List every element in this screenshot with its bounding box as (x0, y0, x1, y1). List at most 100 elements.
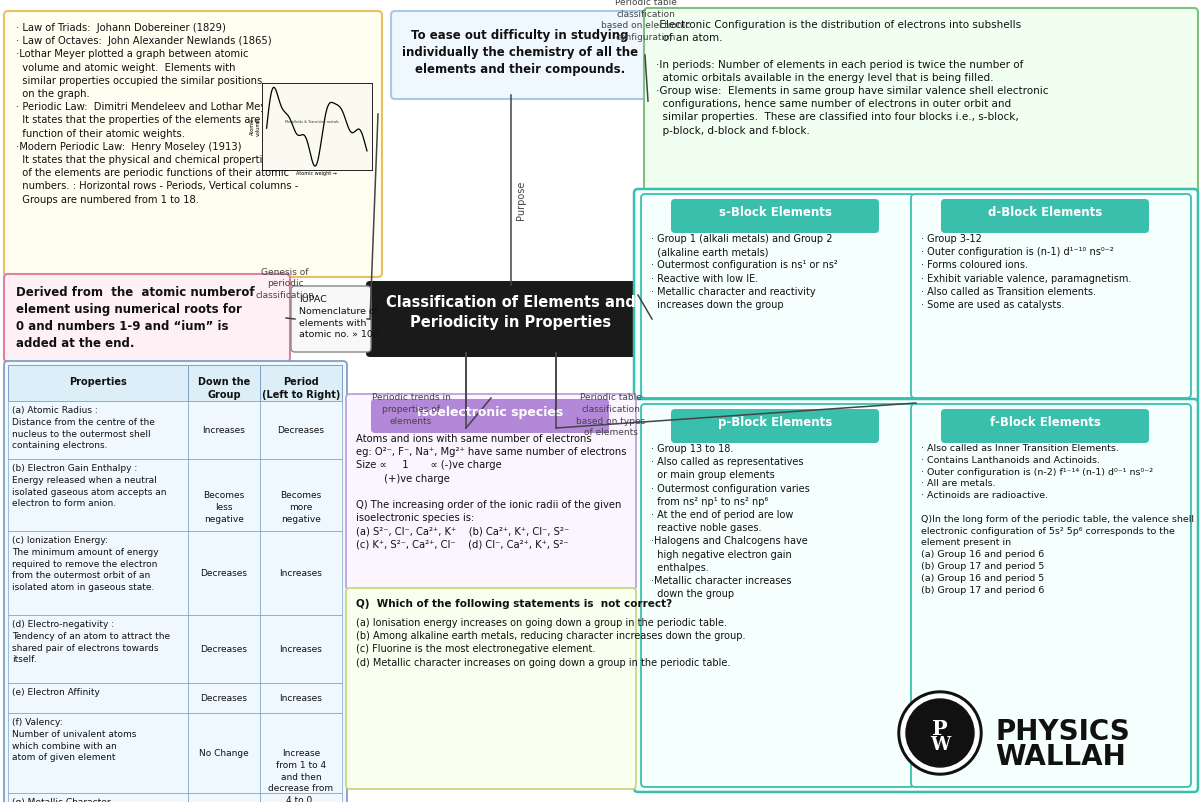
Bar (260, 401, 342, 459)
Text: Q)  Which of the following statements is  not correct?: Q) Which of the following statements is … (356, 599, 672, 609)
FancyBboxPatch shape (671, 199, 878, 233)
Text: Periodic table
classification
based on electronic
configuration: Periodic table classification based on e… (601, 0, 690, 43)
Bar (188, 615, 260, 683)
FancyBboxPatch shape (941, 199, 1150, 233)
Text: Increase
from 1 to 4
and then
decrease from
4 to 0.: Increase from 1 to 4 and then decrease f… (269, 749, 334, 802)
Text: Periodic trends in
properties of
elements: Periodic trends in properties of element… (372, 393, 450, 426)
Text: P: P (932, 719, 948, 739)
FancyBboxPatch shape (371, 399, 610, 433)
Bar (188, 713, 260, 793)
Bar (188, 683, 260, 713)
FancyBboxPatch shape (634, 189, 1198, 402)
Bar (188, 365, 260, 401)
FancyBboxPatch shape (346, 588, 636, 789)
Bar (188, 793, 260, 802)
FancyBboxPatch shape (366, 281, 656, 357)
X-axis label: Atomic weight →: Atomic weight → (296, 171, 337, 176)
Bar (8, 713, 188, 793)
Text: PHYSICS: PHYSICS (995, 718, 1129, 746)
FancyBboxPatch shape (641, 404, 914, 787)
Bar (8, 401, 188, 459)
Text: Purpose: Purpose (516, 180, 526, 220)
Text: · Group 13 to 18.
· Also called as representatives
  or main group elements
· Ou: · Group 13 to 18. · Also called as repre… (650, 444, 810, 599)
Text: Becomes
less
negative: Becomes less negative (203, 491, 245, 524)
FancyBboxPatch shape (634, 399, 1198, 792)
Text: · Law of Triads:  Johann Dobereiner (1829)
· Law of Octaves:  John Alexander New: · Law of Triads: Johann Dobereiner (1829… (16, 23, 304, 205)
Bar (8, 531, 188, 615)
Text: Period
(Left to Right): Period (Left to Right) (262, 377, 340, 400)
Text: f-Block Elements: f-Block Elements (990, 416, 1100, 429)
FancyBboxPatch shape (671, 409, 878, 443)
Text: (d) Electro-negativity :
Tendency of an atom to attract the
shared pair of elect: (d) Electro-negativity : Tendency of an … (12, 620, 170, 664)
FancyBboxPatch shape (4, 274, 290, 362)
Text: Decreases: Decreases (200, 694, 247, 703)
Y-axis label: Atomic
volume: Atomic volume (250, 118, 260, 136)
FancyBboxPatch shape (911, 404, 1190, 787)
Text: (a) Atomic Radius :
Distance from the centre of the
nucleus to the outermost she: (a) Atomic Radius : Distance from the ce… (12, 406, 155, 451)
Bar (260, 793, 342, 802)
Text: Increases: Increases (280, 694, 323, 703)
Text: Increases: Increases (280, 645, 323, 654)
Text: (c) Ionization Energy:
The minimum amount of energy
required to remove the elect: (c) Ionization Energy: The minimum amoun… (12, 536, 158, 592)
Text: Atoms and ions with same number of electrons
eg: O²⁻, F⁻, Na⁺, Mg²⁺ have same nu: Atoms and ions with same number of elect… (356, 434, 626, 549)
Bar (8, 683, 188, 713)
Bar (260, 683, 342, 713)
Text: (b) Electron Gain Enthalpy :
Energy released when a neutral
isolated gaseous ato: (b) Electron Gain Enthalpy : Energy rele… (12, 464, 167, 508)
Bar (188, 459, 260, 531)
Text: W: W (930, 736, 950, 754)
FancyBboxPatch shape (391, 11, 649, 99)
FancyBboxPatch shape (4, 11, 382, 277)
Bar (8, 615, 188, 683)
Text: Metalloids & Transition metals: Metalloids & Transition metals (284, 119, 338, 124)
FancyBboxPatch shape (911, 194, 1190, 398)
Bar (8, 793, 188, 802)
Text: IUPAC
Nomenclature of
elements with
atomic no. » 100: IUPAC Nomenclature of elements with atom… (299, 295, 379, 339)
Bar (260, 459, 342, 531)
Text: Genesis of
periodic
classification: Genesis of periodic classification (256, 268, 314, 300)
Bar (188, 401, 260, 459)
Text: No Change: No Change (199, 749, 248, 758)
Text: Derived from  the  atomic numberof
element using numerical roots for
0 and numbe: Derived from the atomic numberof element… (16, 286, 254, 350)
Text: · Group 3-12
· Outer configuration is (n-1) d¹⁻¹⁰ ns⁰⁻²
· Forms coloured ions.
·: · Group 3-12 · Outer configuration is (n… (922, 234, 1132, 310)
FancyBboxPatch shape (941, 409, 1150, 443)
Text: Decreases: Decreases (200, 645, 247, 654)
Bar (260, 713, 342, 793)
Bar (8, 459, 188, 531)
Text: WALLAH: WALLAH (995, 743, 1126, 771)
Text: Decreases: Decreases (200, 569, 247, 578)
Bar (260, 365, 342, 401)
Text: ·Electronic Configuration is the distribution of electrons into subshells
  of a: ·Electronic Configuration is the distrib… (656, 20, 1049, 136)
FancyBboxPatch shape (644, 8, 1198, 194)
Text: Decreases: Decreases (277, 426, 324, 435)
FancyBboxPatch shape (641, 194, 914, 398)
Text: (f) Valency:
Number of univalent atoms
which combine with an
atom of given eleme: (f) Valency: Number of univalent atoms w… (12, 718, 137, 763)
FancyBboxPatch shape (4, 361, 347, 802)
Text: Becomes
more
negative: Becomes more negative (281, 491, 322, 524)
Text: Periodic table
classification
based on types
of elements: Periodic table classification based on t… (576, 393, 646, 437)
Bar (188, 531, 260, 615)
FancyBboxPatch shape (292, 286, 371, 352)
Text: (e) Electron Affinity: (e) Electron Affinity (12, 688, 100, 697)
Text: Increases: Increases (203, 426, 246, 435)
Text: Classification of Elements and
Periodicity in Properties: Classification of Elements and Periodici… (386, 295, 636, 330)
Text: (a) Ionisation energy increases on going down a group in the periodic table.
(b): (a) Ionisation energy increases on going… (356, 618, 745, 667)
Circle shape (906, 699, 974, 767)
Text: To ease out difficulty in studying
individually the chemistry of all the
element: To ease out difficulty in studying indiv… (402, 29, 638, 76)
Bar (260, 531, 342, 615)
Bar (260, 615, 342, 683)
Text: Down the
Group: Down the Group (198, 377, 250, 400)
Text: Properties: Properties (70, 377, 127, 387)
Bar (8, 365, 188, 401)
Circle shape (898, 691, 982, 775)
Text: · Group 1 (alkali metals) and Group 2
  (alkaline earth metals)
· Outermost conf: · Group 1 (alkali metals) and Group 2 (a… (650, 234, 838, 310)
Text: p-Block Elements: p-Block Elements (718, 416, 832, 429)
FancyBboxPatch shape (346, 394, 636, 590)
Text: s-Block Elements: s-Block Elements (719, 206, 832, 219)
Text: · Also called as Inner Transition Elements.
· Contains Lanthanoids and Actinoids: · Also called as Inner Transition Elemen… (922, 444, 1194, 594)
Circle shape (901, 694, 979, 772)
Text: Increases: Increases (280, 569, 323, 578)
Text: d-Block Elements: d-Block Elements (988, 206, 1102, 219)
Text: Isoelectronic species: Isoelectronic species (416, 406, 563, 419)
Text: (g) Metallic Character: (g) Metallic Character (12, 798, 110, 802)
